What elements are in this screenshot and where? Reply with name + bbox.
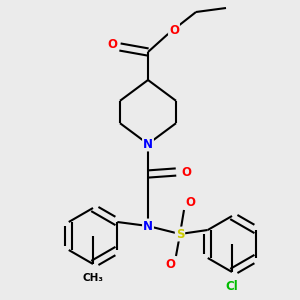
Text: O: O bbox=[185, 196, 195, 208]
Text: O: O bbox=[107, 38, 117, 52]
Text: S: S bbox=[176, 227, 184, 241]
Text: Cl: Cl bbox=[226, 280, 238, 292]
Text: O: O bbox=[181, 166, 191, 178]
Text: O: O bbox=[165, 257, 175, 271]
Text: CH₃: CH₃ bbox=[82, 273, 103, 283]
Text: O: O bbox=[169, 23, 179, 37]
Text: N: N bbox=[143, 137, 153, 151]
Text: N: N bbox=[143, 220, 153, 232]
